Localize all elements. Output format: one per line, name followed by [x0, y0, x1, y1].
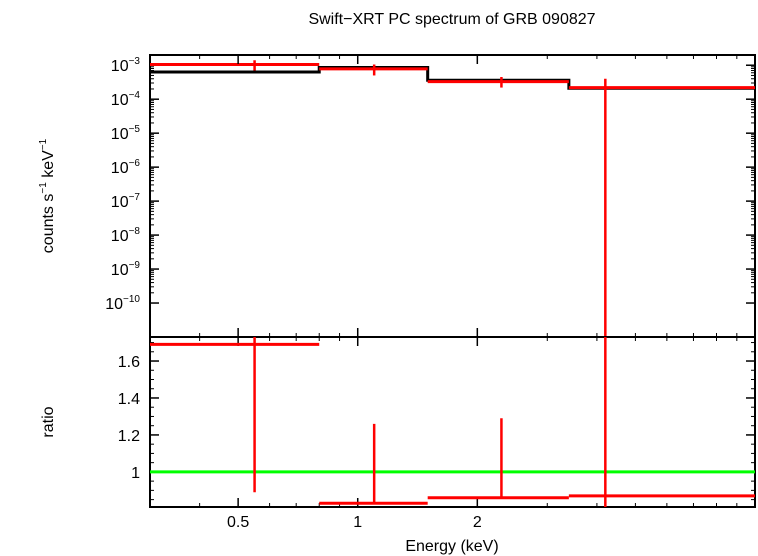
x-axis-label: Energy (keV)	[405, 538, 498, 555]
x-tick-label: 2	[473, 514, 482, 531]
spectrum-y-tick-label: 10−5	[111, 124, 141, 143]
spectrum-y-tick-label: 10−8	[111, 226, 141, 245]
spectrum-y-tick-label: 10−9	[111, 260, 141, 279]
ratio-data-series	[150, 337, 755, 507]
spectrum-y-ticks	[150, 54, 755, 304]
ratio-panel-frame	[149, 336, 756, 508]
spectrum-y-tick-labels: 10−3 10−4 10−5 10−6 10−7 10−8 10−9 10−10	[105, 56, 140, 313]
ratio-y-tick-label: 1	[131, 465, 140, 482]
x-tick-label: 0.5	[227, 514, 249, 531]
spectrum-y-tick-label: 10−7	[111, 192, 141, 211]
energy-x-ticks	[199, 55, 738, 507]
spectrum-y-tick-label: 10−10	[105, 294, 140, 313]
spectrum-panel: 10−3 10−4 10−5 10−6 10−7 10−8 10−9 10−10 counts…	[38, 54, 756, 338]
ratio-y-tick-label: 1.4	[118, 391, 140, 408]
chart-title: Swift−XRT PC spectrum of GRB 090827	[308, 11, 595, 28]
ratio-y-tick-labels: 1 1.2 1.4 1.6	[118, 354, 140, 482]
energy-x-tick-labels: 0.5 1 2	[227, 514, 482, 531]
spectrum-data-series	[150, 60, 755, 337]
spectrum-panel-frame	[149, 54, 756, 338]
spectrum-model-histogram	[150, 65, 755, 90]
ratio-y-tick-label: 1.6	[118, 354, 140, 371]
x-tick-label: 1	[353, 514, 362, 531]
spectrum-y-tick-label: 10−4	[111, 90, 141, 109]
spectrum-y-axis-label: counts s−1 keV−1	[38, 138, 57, 253]
spectrum-model-series	[150, 65, 755, 90]
spectrum-y-tick-label: 10−6	[111, 158, 141, 177]
spectrum-y-tick-label: 10−3	[111, 56, 141, 75]
ratio-y-ticks	[150, 342, 755, 501]
ratio-panel: 1 1.2 1.4 1.6 0.5 1 2 ratio	[40, 55, 756, 531]
ratio-y-axis-label: ratio	[40, 406, 57, 437]
ratio-y-tick-label: 1.2	[118, 428, 140, 445]
